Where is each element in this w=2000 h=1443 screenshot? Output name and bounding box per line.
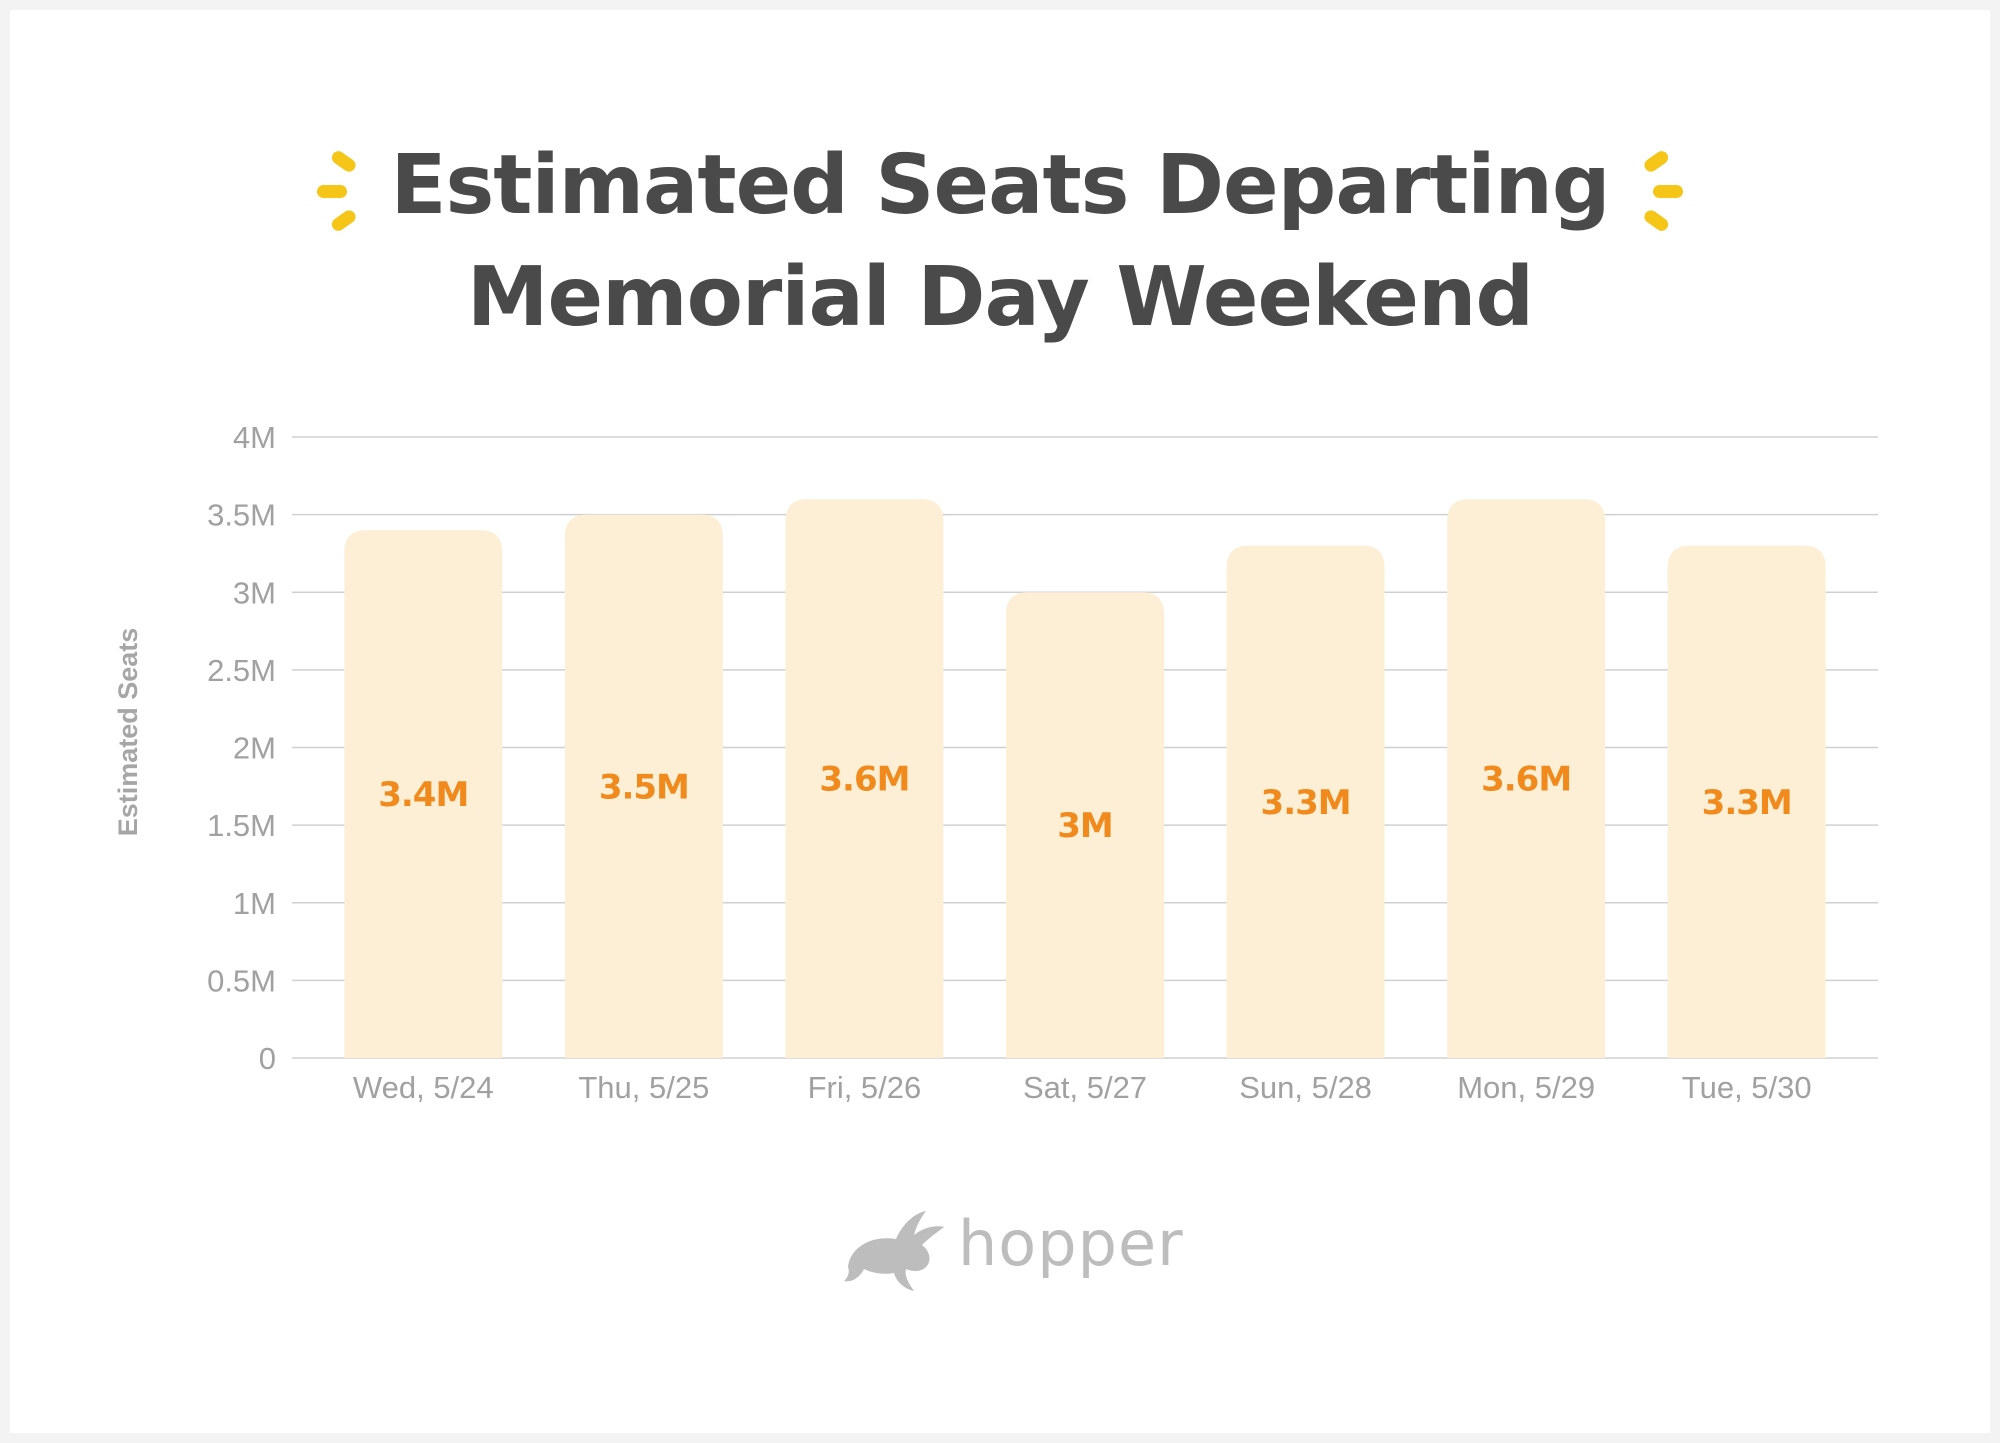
bar xyxy=(344,530,503,1058)
y-axis-title: Estimated Seats xyxy=(113,628,143,837)
y-tick-label: 3M xyxy=(233,575,276,610)
y-tick-label: 0 xyxy=(259,1041,276,1076)
y-tick-label: 4M xyxy=(233,420,276,455)
x-category-label: Fri, 5/26 xyxy=(808,1070,922,1105)
y-tick-label: 2M xyxy=(233,731,276,766)
y-tick-label: 1M xyxy=(233,886,276,921)
bar-value-label: 3.3M xyxy=(1702,783,1792,823)
bar-value-label: 3.6M xyxy=(1481,760,1571,800)
card-background xyxy=(10,10,1990,1433)
bar-value-label: 3.3M xyxy=(1261,783,1351,823)
title-text-line-1: Estimated Seats Departing xyxy=(390,138,1610,233)
bar xyxy=(1447,499,1606,1059)
bar xyxy=(1667,545,1826,1058)
x-category-label: Tue, 5/30 xyxy=(1682,1070,1812,1105)
y-tick-label: 2.5M xyxy=(207,653,276,688)
bar xyxy=(1006,592,1164,1058)
bar-value-label: 3M xyxy=(1057,806,1113,846)
bar xyxy=(1226,545,1385,1058)
bar-layer xyxy=(344,499,1826,1059)
title-line-2: Memorial Day Weekend xyxy=(466,250,1534,345)
x-category-label: Wed, 5/24 xyxy=(353,1070,494,1105)
y-tick-label: 3.5M xyxy=(207,498,276,533)
bar-value-label: 3.4M xyxy=(378,775,468,815)
x-category-label: Thu, 5/25 xyxy=(578,1070,709,1105)
logo-text: hopper xyxy=(958,1207,1184,1280)
x-category-label: Mon, 5/29 xyxy=(1457,1070,1595,1105)
label-layer: 0 0.5M 1M 1.5M 2M 2.5M 3M 3.5M 4M 3.4M Wed, 5/24 3.… xyxy=(207,420,1812,1105)
bar xyxy=(564,514,723,1058)
bar-value-label: 3.5M xyxy=(599,767,689,807)
title-line-1: Estimated Seats Departing xyxy=(0,130,2000,242)
bar-value-label: 3.6M xyxy=(819,760,909,800)
hopper-logo: hopper xyxy=(840,1205,1183,1295)
x-category-label: Sat, 5/27 xyxy=(1023,1070,1147,1105)
x-category-label: Sun, 5/28 xyxy=(1239,1070,1372,1105)
chart-title: Estimated Seats Departing Memorial Day W… xyxy=(0,130,2000,354)
y-tick-label: 1.5M xyxy=(207,808,276,843)
sparkle-right-icon xyxy=(1644,150,1684,231)
sparkle-left-icon xyxy=(316,150,356,231)
y-tick-label: 0.5M xyxy=(207,963,276,998)
rabbit-icon xyxy=(844,1211,944,1291)
bar xyxy=(785,499,944,1059)
